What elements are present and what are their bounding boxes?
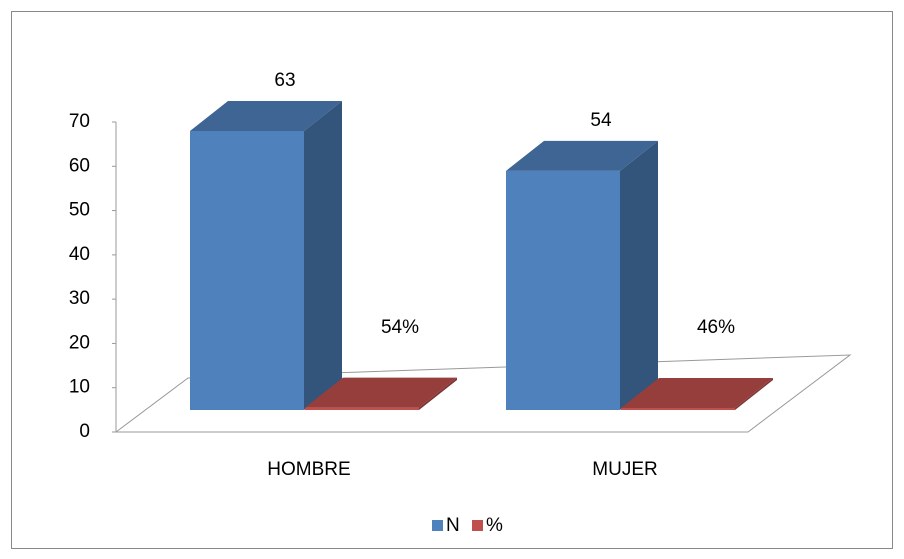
legend-swatch xyxy=(432,520,443,531)
bar-face xyxy=(190,131,304,410)
data-label: 46% xyxy=(697,317,735,338)
bar xyxy=(506,140,658,410)
bar-face xyxy=(620,140,658,410)
y-tick-label: 50 xyxy=(69,200,90,221)
bar-face xyxy=(621,377,773,408)
data-label: 63 xyxy=(274,70,295,91)
bar-face xyxy=(305,407,419,410)
bar xyxy=(621,377,773,410)
y-tick-label: 70 xyxy=(69,111,90,132)
bar-face xyxy=(735,377,773,410)
data-label: 54% xyxy=(381,317,419,338)
y-tick-label: 20 xyxy=(69,332,90,353)
bar-face xyxy=(305,377,457,408)
bar-face xyxy=(621,407,735,410)
legend-label: % xyxy=(486,515,503,536)
data-label: 54 xyxy=(590,110,612,131)
y-tick-label: 0 xyxy=(79,421,90,442)
legend-swatch xyxy=(472,520,483,531)
y-tick-label: 30 xyxy=(69,288,90,309)
bar-face xyxy=(190,101,342,131)
y-tick-label: 10 xyxy=(69,377,90,398)
y-tick-label: 60 xyxy=(69,155,90,176)
bar-face xyxy=(506,140,658,171)
x-tick-label: HOMBRE xyxy=(267,459,350,480)
chart-border xyxy=(11,11,893,549)
bar-face xyxy=(304,101,342,410)
bar xyxy=(305,377,457,410)
bar-face xyxy=(506,170,620,410)
legend-label: N xyxy=(446,515,460,536)
bar-face xyxy=(419,377,457,410)
y-tick-label: 40 xyxy=(69,244,90,265)
x-tick-label: MUJER xyxy=(592,459,657,480)
bar xyxy=(190,101,342,410)
